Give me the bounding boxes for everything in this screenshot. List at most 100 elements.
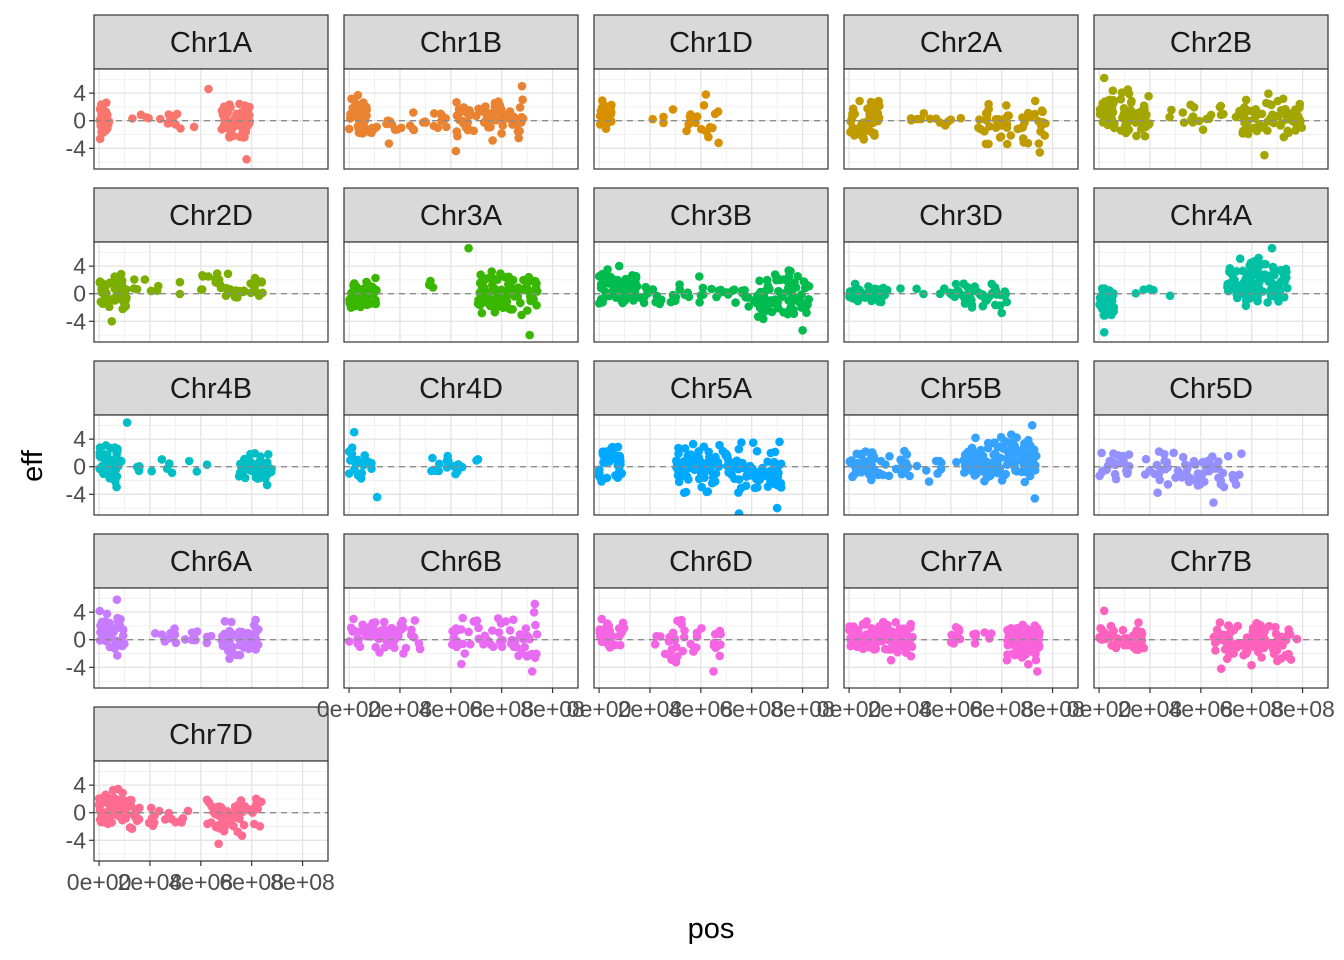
data-point bbox=[1024, 660, 1033, 669]
data-point bbox=[498, 121, 508, 130]
data-point bbox=[105, 302, 114, 312]
data-point bbox=[531, 620, 540, 630]
x-tick-label: 4e+08 bbox=[1169, 696, 1234, 722]
data-point bbox=[478, 298, 487, 308]
points-chr3b bbox=[594, 261, 814, 335]
data-point bbox=[244, 463, 253, 472]
data-point bbox=[1009, 440, 1019, 450]
data-point bbox=[1254, 253, 1263, 263]
data-point bbox=[353, 90, 363, 100]
data-point bbox=[486, 122, 495, 132]
data-point bbox=[1165, 112, 1174, 122]
panel-border bbox=[1093, 587, 1329, 689]
data-point bbox=[1215, 618, 1225, 627]
data-point bbox=[1189, 456, 1199, 466]
data-point bbox=[1211, 646, 1220, 655]
data-point bbox=[1003, 640, 1013, 650]
data-point bbox=[469, 126, 479, 136]
data-point bbox=[242, 115, 252, 125]
data-point bbox=[98, 451, 107, 460]
data-point bbox=[204, 272, 213, 281]
points-chr5b bbox=[845, 421, 1041, 503]
data-point bbox=[514, 133, 523, 143]
data-point bbox=[1179, 118, 1189, 127]
data-point bbox=[1152, 460, 1162, 470]
data-point bbox=[984, 139, 993, 149]
data-point bbox=[492, 302, 502, 311]
data-point bbox=[1250, 286, 1260, 295]
data-point bbox=[699, 463, 708, 473]
data-point bbox=[167, 468, 177, 478]
data-point bbox=[656, 632, 665, 641]
data-point bbox=[517, 81, 527, 91]
data-point bbox=[686, 639, 695, 649]
data-point bbox=[613, 471, 623, 481]
data-point bbox=[344, 124, 354, 134]
data-point bbox=[1176, 469, 1185, 479]
data-point bbox=[1030, 109, 1040, 119]
data-point bbox=[521, 286, 531, 295]
x-tick-label: 0e+00 bbox=[1067, 696, 1132, 722]
data-point bbox=[189, 630, 199, 640]
facet-strip bbox=[343, 14, 579, 70]
data-point bbox=[493, 614, 503, 623]
data-point bbox=[508, 120, 517, 129]
data-point bbox=[515, 103, 525, 112]
data-point bbox=[860, 464, 869, 474]
data-point bbox=[882, 285, 892, 295]
data-point bbox=[1258, 287, 1268, 296]
data-point bbox=[980, 127, 989, 136]
data-point bbox=[1225, 279, 1235, 288]
data-point bbox=[1284, 625, 1293, 634]
data-point bbox=[904, 636, 914, 645]
data-point bbox=[992, 122, 1001, 131]
data-point bbox=[113, 784, 123, 794]
points-chr1d bbox=[595, 90, 723, 148]
data-point bbox=[1216, 101, 1226, 111]
data-point bbox=[452, 98, 461, 107]
facet-chr4d: Chr4D bbox=[343, 360, 579, 516]
data-point bbox=[676, 468, 685, 477]
facet-strip-label: Chr3B bbox=[670, 200, 752, 232]
x-axis-title: pos bbox=[688, 913, 735, 945]
data-point bbox=[262, 480, 272, 490]
data-point bbox=[600, 272, 610, 282]
data-point bbox=[223, 807, 232, 816]
data-point bbox=[192, 467, 202, 476]
data-point bbox=[146, 803, 156, 813]
data-point bbox=[1123, 107, 1132, 116]
data-point bbox=[993, 442, 1003, 452]
data-point bbox=[371, 642, 381, 652]
data-point bbox=[1020, 439, 1029, 448]
facet-strip bbox=[93, 360, 329, 416]
y-tick-label: -4 bbox=[66, 654, 87, 680]
data-point bbox=[366, 299, 376, 308]
data-point bbox=[117, 456, 126, 466]
data-point bbox=[1265, 639, 1275, 648]
data-point bbox=[1027, 421, 1037, 430]
data-point bbox=[1209, 498, 1218, 507]
data-point bbox=[496, 269, 505, 278]
data-point bbox=[390, 125, 400, 134]
data-point bbox=[366, 629, 376, 639]
data-point bbox=[229, 131, 238, 141]
x-tick-label: 2e+08 bbox=[368, 696, 433, 722]
data-point bbox=[1165, 291, 1175, 301]
data-point bbox=[802, 308, 811, 318]
data-point bbox=[924, 477, 934, 486]
facet-chr2d: Chr2D bbox=[93, 187, 329, 343]
data-point bbox=[1263, 126, 1272, 135]
facet-strip bbox=[1093, 14, 1329, 70]
data-point bbox=[477, 107, 487, 116]
panel-border bbox=[593, 414, 829, 516]
data-point bbox=[474, 634, 484, 644]
data-point bbox=[709, 470, 718, 479]
data-point bbox=[1257, 109, 1267, 119]
data-point bbox=[1002, 139, 1012, 149]
data-point bbox=[971, 433, 980, 443]
data-point bbox=[371, 273, 380, 283]
data-point bbox=[1245, 278, 1254, 288]
facet-strip bbox=[343, 533, 579, 589]
